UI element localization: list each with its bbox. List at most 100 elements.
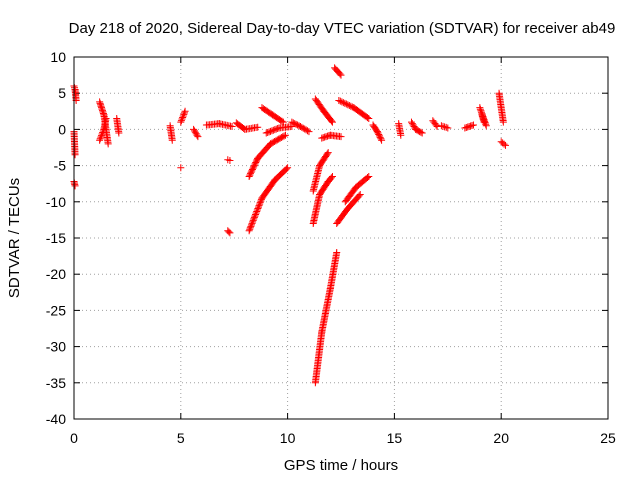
x-tick-label: 0 <box>70 430 78 446</box>
data-point-marker <box>191 128 199 136</box>
x-tick-label: 15 <box>387 430 403 446</box>
data-point-marker <box>254 123 262 131</box>
data-point-marker <box>328 172 336 180</box>
data-point-marker <box>104 140 112 148</box>
data-point-marker <box>179 112 187 120</box>
data-point-marker <box>250 213 258 221</box>
data-point-marker <box>289 119 297 127</box>
data-point-marker <box>302 126 310 134</box>
data-point-marker <box>442 123 450 131</box>
data-point-marker <box>249 218 257 226</box>
data-point-marker <box>499 118 507 126</box>
data-point-marker <box>190 127 198 135</box>
data-point-marker <box>245 227 253 235</box>
y-tick-label: 10 <box>50 49 66 65</box>
data-point-marker <box>252 210 260 218</box>
data-point-marker <box>477 107 485 115</box>
data-point-marker <box>254 205 262 213</box>
data-point-marker <box>339 99 347 107</box>
data-point-marker <box>373 128 381 136</box>
data-point-marker <box>97 133 105 141</box>
data-point-marker <box>407 118 415 126</box>
data-point-marker <box>347 102 355 110</box>
data-point-marker <box>247 221 255 229</box>
data-point-marker <box>345 102 353 110</box>
data-point-marker <box>298 123 306 131</box>
data-point-marker <box>228 123 236 131</box>
data-point-marker <box>193 131 201 139</box>
data-point-marker <box>265 128 273 136</box>
data-point-marker <box>476 105 484 113</box>
y-tick-label: -10 <box>46 194 66 210</box>
data-point-marker <box>378 136 386 144</box>
data-point-marker <box>344 101 352 109</box>
data-point-marker <box>328 117 336 125</box>
y-tick-label: -35 <box>46 375 66 391</box>
data-point-marker <box>247 222 255 230</box>
data-point-marker <box>336 97 344 105</box>
data-point-marker <box>226 229 234 237</box>
data-point-marker <box>409 121 417 129</box>
data-point-marker <box>365 115 373 123</box>
data-point-marker <box>180 109 188 117</box>
y-tick-label: -15 <box>46 230 66 246</box>
data-point-marker <box>177 164 185 172</box>
y-tick-label: -20 <box>46 266 66 282</box>
data-point-marker <box>480 118 488 126</box>
data-point-marker <box>96 135 104 143</box>
data-point-marker <box>278 117 286 125</box>
data-point-marker <box>271 126 279 134</box>
data-point-marker <box>179 114 187 122</box>
data-point-marker <box>327 174 335 182</box>
x-tick-label: 20 <box>493 430 509 446</box>
data-point-marker <box>284 164 292 172</box>
data-point-marker <box>180 110 188 118</box>
data-point-marker <box>294 121 302 129</box>
data-point-marker <box>288 118 296 126</box>
x-tick-label: 25 <box>600 430 616 446</box>
y-tick-label: -5 <box>54 158 67 174</box>
data-point-marker <box>177 118 185 126</box>
data-point-marker <box>102 115 110 123</box>
data-point-marker <box>324 149 332 157</box>
data-point-marker <box>226 157 234 165</box>
data-point-marker <box>410 123 418 131</box>
data-point-marker <box>268 127 276 135</box>
data-point-marker <box>99 129 107 137</box>
data-point-marker <box>267 127 275 135</box>
data-point-marker <box>336 70 344 78</box>
data-point-marker <box>281 131 289 139</box>
data-points <box>70 64 509 387</box>
data-point-marker <box>96 136 104 144</box>
data-point-marker <box>408 120 416 128</box>
data-point-marker <box>97 132 105 140</box>
data-point-marker <box>341 99 349 107</box>
data-point-marker <box>469 121 477 129</box>
data-point-marker <box>337 133 345 141</box>
data-point-marker <box>177 117 185 125</box>
data-point-marker <box>269 126 277 134</box>
data-point-marker <box>256 200 264 208</box>
data-point-marker <box>192 130 200 138</box>
data-point-marker <box>181 107 189 115</box>
data-point-marker <box>291 120 299 128</box>
data-point-marker <box>190 125 198 133</box>
data-point-marker <box>501 141 509 149</box>
x-axis-label: GPS time / hours <box>284 457 398 474</box>
data-point-marker <box>272 125 280 133</box>
data-point-marker <box>418 129 426 137</box>
data-point-marker <box>338 98 346 106</box>
chart-title: Day 218 of 2020, Sidereal Day-to-day VTE… <box>69 20 616 37</box>
x-tick-label: 10 <box>280 430 296 446</box>
data-point-marker <box>364 114 372 122</box>
data-point-marker <box>304 127 312 135</box>
data-point-marker <box>374 129 382 137</box>
data-point-marker <box>99 127 107 135</box>
data-point-marker <box>257 197 265 205</box>
data-point-marker <box>441 123 449 131</box>
data-point-marker <box>254 203 262 211</box>
data-point-marker <box>248 219 256 227</box>
data-point-marker <box>500 140 508 148</box>
y-tick-label: 5 <box>58 85 66 101</box>
